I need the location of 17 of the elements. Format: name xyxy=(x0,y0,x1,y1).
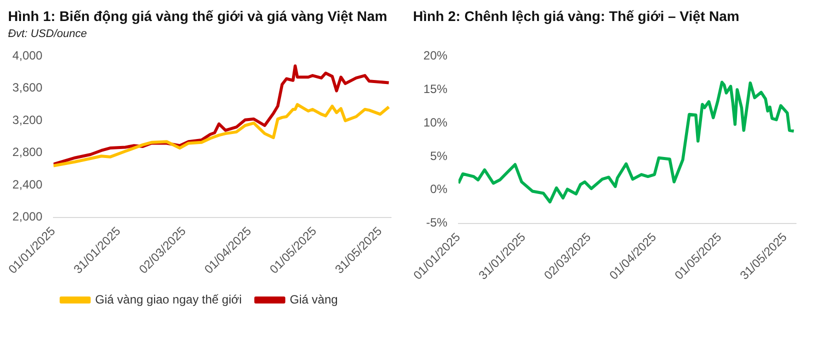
y-tick-label: 20% xyxy=(423,48,448,63)
legend-label: Giá vàng giao ngay thế giới xyxy=(95,292,242,306)
chart-subtitle: Đvt: USD/ounce xyxy=(8,28,88,42)
chart-title: Hình 2: Chênh lệch giá vàng: Thế giới – Việt Nam xyxy=(413,8,740,26)
y-tick-label: 3,600 xyxy=(12,80,43,95)
legend-label: Giá vàng xyxy=(290,292,338,306)
y-tick-label: 4,000 xyxy=(12,48,43,63)
y-tick-label: 3,200 xyxy=(12,112,43,127)
y-tick-label: 2,800 xyxy=(12,145,43,160)
y-tick-label: 10% xyxy=(423,115,448,130)
y-tick-label: -5% xyxy=(426,216,448,230)
y-tick-label: 2,400 xyxy=(12,177,43,192)
y-tick-label: 15% xyxy=(423,82,448,96)
chart-title: Hình 1: Biến động giá vàng thế giới và giá vàng Việt Nam xyxy=(8,8,388,26)
y-tick-label: 5% xyxy=(430,148,448,163)
y-tick-label: 2,000 xyxy=(12,210,43,224)
y-tick-label: 0% xyxy=(430,182,448,196)
